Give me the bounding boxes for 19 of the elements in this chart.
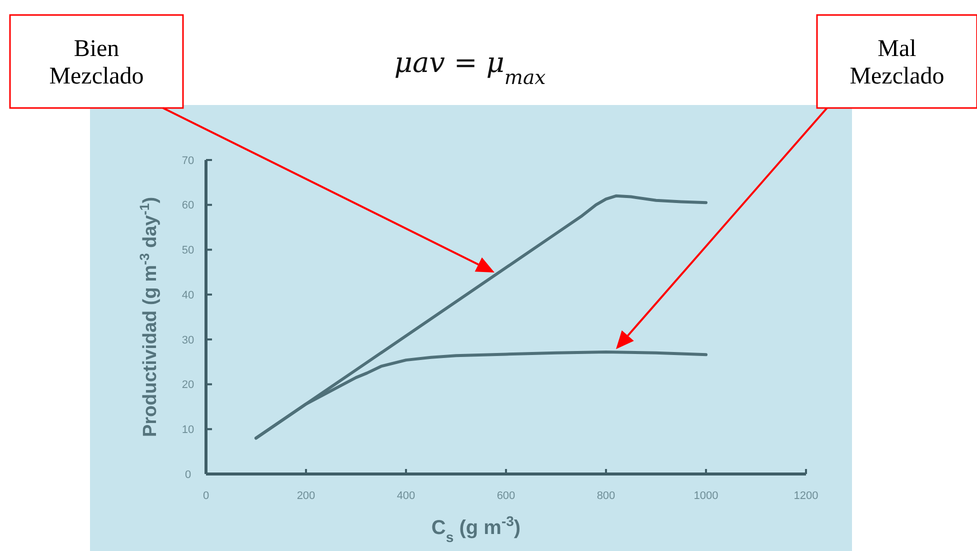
y-tick-label: 0 xyxy=(184,468,192,481)
x-tick-label: 600 xyxy=(496,490,516,502)
x-tick-label: 400 xyxy=(396,490,416,502)
text: Mal Mezclado xyxy=(850,36,944,90)
y-tick-label: 10 xyxy=(182,424,194,436)
y-tick-label: 50 xyxy=(182,244,194,257)
x-tick-label: 1000 xyxy=(694,490,718,502)
x-tick-label: 200 xyxy=(296,490,316,502)
y-tick-label: 40 xyxy=(182,289,194,302)
x-tick-label: 0 xyxy=(202,490,210,502)
y-tick-label: 70 xyxy=(182,154,194,167)
x-tick-label: 800 xyxy=(596,490,616,502)
text: Bien Mezclado xyxy=(49,36,144,90)
x-tick-label: 1200 xyxy=(794,490,818,502)
y-tick-label: 20 xyxy=(182,379,194,392)
x-axis-title: C$_{s}$ (g m$^{-3}$) xyxy=(431,513,521,545)
y-tick-label: 30 xyxy=(182,334,194,346)
chart-title: μav = μ$_{max}$ xyxy=(394,46,546,88)
y-tick-label: 60 xyxy=(182,200,194,212)
